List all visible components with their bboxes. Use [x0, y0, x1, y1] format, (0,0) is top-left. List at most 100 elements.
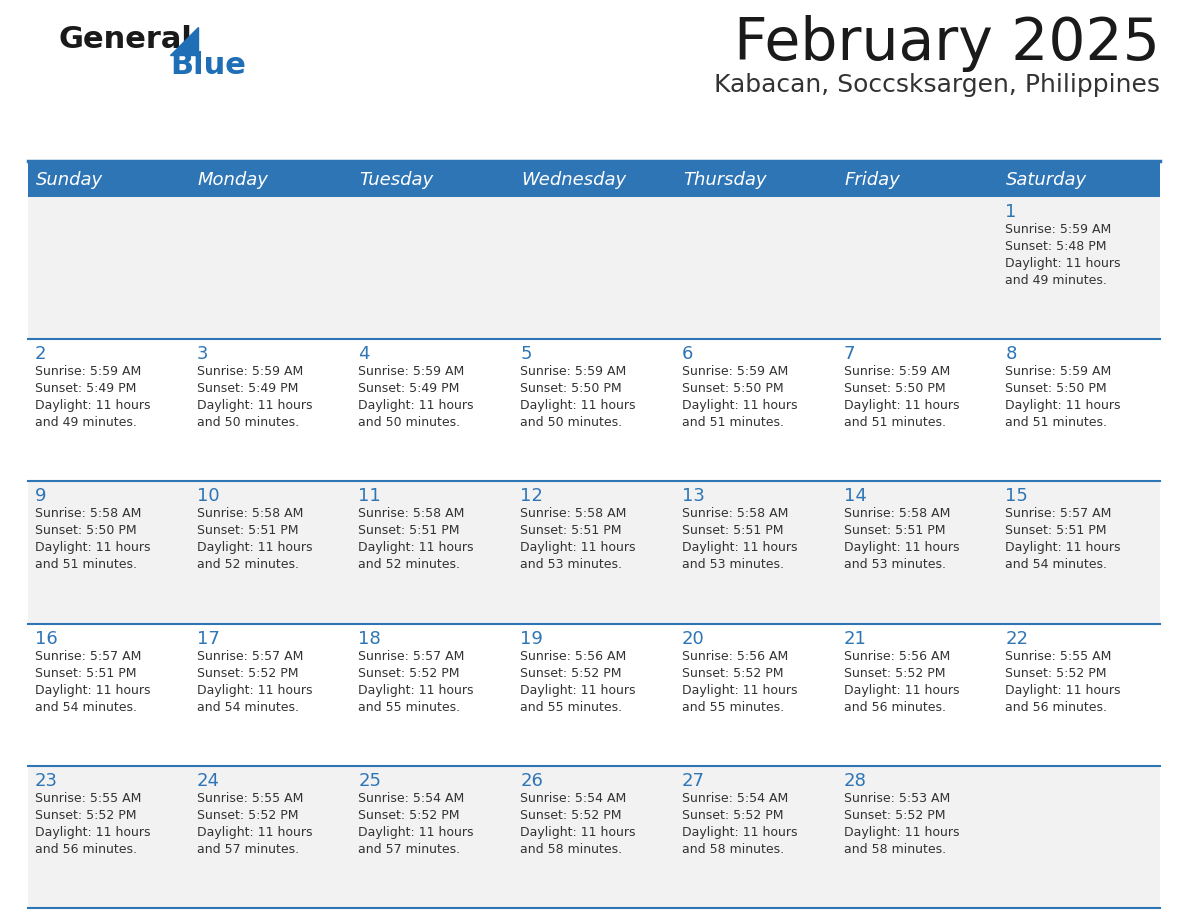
Text: and 57 minutes.: and 57 minutes.: [359, 843, 461, 856]
Text: and 57 minutes.: and 57 minutes.: [197, 843, 299, 856]
Text: and 52 minutes.: and 52 minutes.: [359, 558, 461, 571]
Text: and 55 minutes.: and 55 minutes.: [682, 700, 784, 713]
Text: Sunrise: 5:59 AM: Sunrise: 5:59 AM: [1005, 223, 1112, 236]
Text: Daylight: 11 hours: Daylight: 11 hours: [197, 684, 312, 697]
Text: Daylight: 11 hours: Daylight: 11 hours: [359, 399, 474, 412]
Bar: [352, 163, 513, 197]
Text: Daylight: 11 hours: Daylight: 11 hours: [520, 684, 636, 697]
Text: and 50 minutes.: and 50 minutes.: [520, 416, 623, 430]
Text: Daylight: 11 hours: Daylight: 11 hours: [359, 542, 474, 554]
Text: 2: 2: [34, 345, 46, 364]
Text: General: General: [58, 25, 192, 54]
Text: Sunrise: 5:57 AM: Sunrise: 5:57 AM: [197, 650, 303, 663]
Text: February 2025: February 2025: [734, 15, 1159, 72]
Text: Blue: Blue: [170, 51, 246, 80]
Text: Daylight: 11 hours: Daylight: 11 hours: [34, 684, 151, 697]
Text: Sunday: Sunday: [36, 171, 103, 189]
Text: and 56 minutes.: and 56 minutes.: [1005, 700, 1107, 713]
Text: and 49 minutes.: and 49 minutes.: [1005, 274, 1107, 287]
Text: Daylight: 11 hours: Daylight: 11 hours: [197, 542, 312, 554]
Text: and 49 minutes.: and 49 minutes.: [34, 416, 137, 430]
Text: Sunset: 5:52 PM: Sunset: 5:52 PM: [34, 809, 137, 822]
Text: Sunrise: 5:59 AM: Sunrise: 5:59 AM: [197, 365, 303, 378]
Bar: [29, 766, 1159, 908]
Bar: [29, 339, 1159, 481]
Text: Daylight: 11 hours: Daylight: 11 hours: [682, 399, 797, 412]
Text: and 51 minutes.: and 51 minutes.: [682, 416, 784, 430]
Text: Daylight: 11 hours: Daylight: 11 hours: [520, 542, 636, 554]
Text: Sunset: 5:50 PM: Sunset: 5:50 PM: [843, 382, 946, 396]
Text: Sunset: 5:51 PM: Sunset: 5:51 PM: [1005, 524, 1107, 537]
Text: Daylight: 11 hours: Daylight: 11 hours: [1005, 542, 1120, 554]
Text: Daylight: 11 hours: Daylight: 11 hours: [359, 826, 474, 839]
Bar: [29, 623, 1159, 766]
Text: Daylight: 11 hours: Daylight: 11 hours: [682, 684, 797, 697]
Text: 13: 13: [682, 487, 704, 506]
Text: Sunset: 5:52 PM: Sunset: 5:52 PM: [520, 666, 621, 679]
Text: Sunset: 5:51 PM: Sunset: 5:51 PM: [843, 524, 946, 537]
Text: and 58 minutes.: and 58 minutes.: [682, 843, 784, 856]
Text: 22: 22: [1005, 630, 1029, 647]
Text: Sunset: 5:52 PM: Sunset: 5:52 PM: [197, 666, 298, 679]
Text: Sunrise: 5:59 AM: Sunrise: 5:59 AM: [843, 365, 950, 378]
Text: and 50 minutes.: and 50 minutes.: [197, 416, 299, 430]
Text: Sunset: 5:51 PM: Sunset: 5:51 PM: [520, 524, 621, 537]
Text: Sunset: 5:52 PM: Sunset: 5:52 PM: [682, 809, 783, 822]
Text: Thursday: Thursday: [683, 171, 766, 189]
Text: 26: 26: [520, 772, 543, 789]
Text: 6: 6: [682, 345, 694, 364]
Text: and 58 minutes.: and 58 minutes.: [520, 843, 623, 856]
Bar: [29, 163, 190, 197]
Text: Daylight: 11 hours: Daylight: 11 hours: [1005, 257, 1120, 270]
Text: Daylight: 11 hours: Daylight: 11 hours: [682, 826, 797, 839]
Text: Daylight: 11 hours: Daylight: 11 hours: [1005, 684, 1120, 697]
Text: Sunset: 5:52 PM: Sunset: 5:52 PM: [359, 666, 460, 679]
Text: 10: 10: [197, 487, 220, 506]
Text: Sunset: 5:52 PM: Sunset: 5:52 PM: [843, 666, 946, 679]
Text: Sunrise: 5:58 AM: Sunrise: 5:58 AM: [34, 508, 141, 521]
Text: Sunrise: 5:55 AM: Sunrise: 5:55 AM: [34, 792, 141, 805]
Text: 19: 19: [520, 630, 543, 647]
Text: 8: 8: [1005, 345, 1017, 364]
Text: Sunrise: 5:57 AM: Sunrise: 5:57 AM: [34, 650, 141, 663]
Text: Daylight: 11 hours: Daylight: 11 hours: [520, 826, 636, 839]
Text: Kabacan, Soccsksargen, Philippines: Kabacan, Soccsksargen, Philippines: [714, 73, 1159, 97]
Text: Sunrise: 5:55 AM: Sunrise: 5:55 AM: [1005, 650, 1112, 663]
Text: 9: 9: [34, 487, 46, 506]
Text: Sunset: 5:49 PM: Sunset: 5:49 PM: [34, 382, 137, 396]
Text: Sunset: 5:50 PM: Sunset: 5:50 PM: [520, 382, 621, 396]
Text: Sunset: 5:51 PM: Sunset: 5:51 PM: [34, 666, 137, 679]
Text: and 53 minutes.: and 53 minutes.: [843, 558, 946, 571]
Bar: [836, 163, 998, 197]
Text: Sunset: 5:52 PM: Sunset: 5:52 PM: [520, 809, 621, 822]
Text: Wednesday: Wednesday: [522, 171, 626, 189]
Text: and 55 minutes.: and 55 minutes.: [359, 700, 461, 713]
Text: Daylight: 11 hours: Daylight: 11 hours: [682, 542, 797, 554]
Text: 14: 14: [843, 487, 866, 506]
Text: 17: 17: [197, 630, 220, 647]
Text: 16: 16: [34, 630, 58, 647]
Text: and 54 minutes.: and 54 minutes.: [1005, 558, 1107, 571]
Text: Sunrise: 5:54 AM: Sunrise: 5:54 AM: [359, 792, 465, 805]
Text: Sunrise: 5:54 AM: Sunrise: 5:54 AM: [682, 792, 788, 805]
Text: Daylight: 11 hours: Daylight: 11 hours: [843, 684, 959, 697]
Text: Sunset: 5:51 PM: Sunset: 5:51 PM: [197, 524, 298, 537]
Text: 7: 7: [843, 345, 855, 364]
Text: 12: 12: [520, 487, 543, 506]
Text: Sunrise: 5:58 AM: Sunrise: 5:58 AM: [843, 508, 950, 521]
Text: Sunrise: 5:58 AM: Sunrise: 5:58 AM: [359, 508, 465, 521]
Text: and 55 minutes.: and 55 minutes.: [520, 700, 623, 713]
Text: and 58 minutes.: and 58 minutes.: [843, 843, 946, 856]
Text: Friday: Friday: [845, 171, 901, 189]
Text: Sunrise: 5:59 AM: Sunrise: 5:59 AM: [34, 365, 141, 378]
Text: Sunset: 5:50 PM: Sunset: 5:50 PM: [34, 524, 137, 537]
Text: and 56 minutes.: and 56 minutes.: [843, 700, 946, 713]
Text: Sunset: 5:50 PM: Sunset: 5:50 PM: [1005, 382, 1107, 396]
Bar: [29, 197, 1159, 339]
Text: 28: 28: [843, 772, 866, 789]
Text: Daylight: 11 hours: Daylight: 11 hours: [34, 399, 151, 412]
Text: Daylight: 11 hours: Daylight: 11 hours: [520, 399, 636, 412]
Text: Sunrise: 5:59 AM: Sunrise: 5:59 AM: [359, 365, 465, 378]
Text: Daylight: 11 hours: Daylight: 11 hours: [843, 826, 959, 839]
Text: 23: 23: [34, 772, 58, 789]
